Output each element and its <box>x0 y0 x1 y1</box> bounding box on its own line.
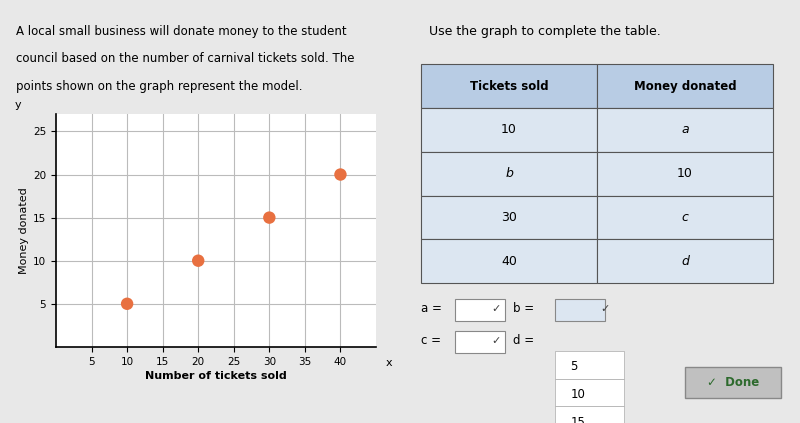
Text: b =: b = <box>513 302 534 316</box>
Text: 30: 30 <box>501 211 517 224</box>
FancyBboxPatch shape <box>421 239 597 283</box>
Text: 10: 10 <box>501 124 517 137</box>
Text: 10: 10 <box>570 388 585 401</box>
Point <box>121 300 134 307</box>
Text: points shown on the graph represent the model.: points shown on the graph represent the … <box>16 80 302 93</box>
FancyBboxPatch shape <box>455 299 505 321</box>
Text: 5: 5 <box>570 360 578 373</box>
Text: council based on the number of carnival tickets sold. The: council based on the number of carnival … <box>16 52 354 66</box>
FancyBboxPatch shape <box>555 351 624 379</box>
Text: 40: 40 <box>501 255 517 268</box>
Text: ✓: ✓ <box>491 336 500 346</box>
Point <box>192 257 205 264</box>
Text: ✓: ✓ <box>600 304 610 314</box>
Point <box>263 214 276 221</box>
X-axis label: Number of tickets sold: Number of tickets sold <box>145 371 287 381</box>
Text: Money donated: Money donated <box>634 80 736 93</box>
FancyBboxPatch shape <box>555 379 624 407</box>
FancyBboxPatch shape <box>597 195 773 239</box>
FancyBboxPatch shape <box>421 64 597 108</box>
Y-axis label: Money donated: Money donated <box>19 187 29 274</box>
FancyBboxPatch shape <box>421 108 597 152</box>
Text: c: c <box>682 211 688 224</box>
FancyBboxPatch shape <box>597 108 773 152</box>
Text: A local small business will donate money to the student: A local small business will donate money… <box>16 25 346 38</box>
Text: ✓: ✓ <box>491 304 500 314</box>
Text: d: d <box>681 255 689 268</box>
Point <box>334 171 347 178</box>
FancyBboxPatch shape <box>421 195 597 239</box>
FancyBboxPatch shape <box>555 407 624 423</box>
FancyBboxPatch shape <box>597 239 773 283</box>
Text: Tickets sold: Tickets sold <box>470 80 548 93</box>
Text: d =: d = <box>513 334 534 347</box>
Text: a =: a = <box>421 302 442 316</box>
Text: x: x <box>386 358 392 368</box>
Text: b: b <box>505 167 513 180</box>
Text: a: a <box>681 124 689 137</box>
Text: y: y <box>14 99 21 110</box>
FancyBboxPatch shape <box>421 152 597 195</box>
FancyBboxPatch shape <box>597 152 773 195</box>
Text: c =: c = <box>421 334 441 347</box>
FancyBboxPatch shape <box>555 299 605 321</box>
Text: 15: 15 <box>570 416 585 423</box>
Text: ✓  Done: ✓ Done <box>706 376 759 389</box>
FancyBboxPatch shape <box>597 64 773 108</box>
FancyBboxPatch shape <box>455 331 505 353</box>
Text: Use the graph to complete the table.: Use the graph to complete the table. <box>429 25 661 38</box>
Text: 10: 10 <box>677 167 693 180</box>
FancyBboxPatch shape <box>685 367 781 398</box>
